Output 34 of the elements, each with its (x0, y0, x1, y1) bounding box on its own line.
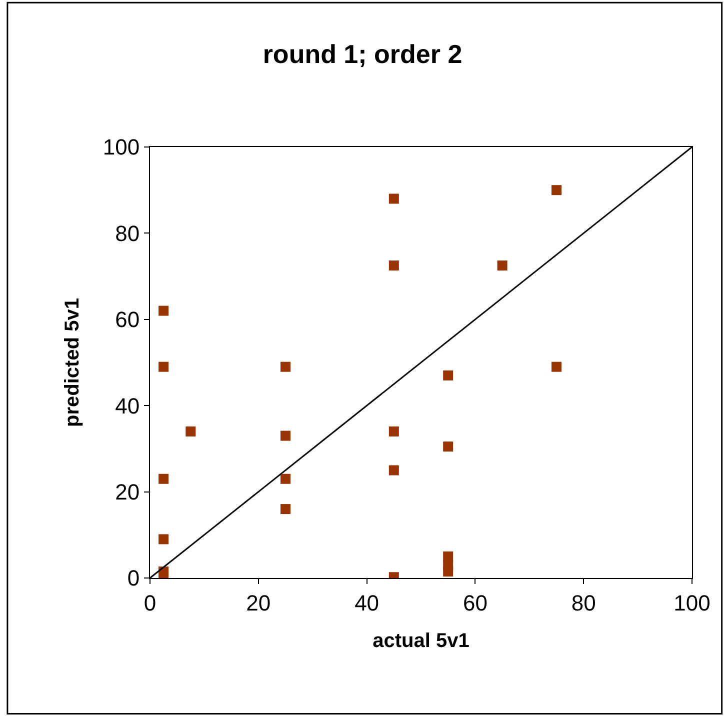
point (443, 442, 454, 452)
point (158, 306, 169, 316)
point (280, 504, 290, 514)
point (443, 370, 454, 380)
x-tick-label: 60 (462, 590, 488, 616)
point (158, 534, 169, 544)
point (158, 362, 169, 372)
y-tick-label: 60 (115, 307, 140, 332)
chart-title: round 1; order 2 (262, 38, 462, 69)
x-axis-title: actual 5v1 (372, 630, 470, 652)
x-tick-label: 80 (571, 590, 596, 616)
x-tick-label: 0 (144, 590, 156, 616)
x-tick-label: 20 (246, 590, 271, 616)
y-tick-label: 0 (127, 566, 140, 591)
y-axis-title: predicted 5v1 (61, 298, 84, 427)
y-tick-label: 40 (115, 393, 140, 418)
point (186, 426, 196, 436)
point (388, 194, 399, 204)
point (388, 260, 399, 271)
y-tick-label: 80 (115, 220, 140, 246)
point (158, 474, 169, 484)
x-tick-label: 40 (354, 590, 380, 616)
point (552, 185, 562, 196)
point (280, 362, 290, 372)
y-tick-label: 20 (115, 480, 140, 504)
point (388, 426, 399, 436)
point (443, 566, 454, 577)
point (552, 362, 562, 372)
point (497, 260, 508, 271)
x-tick-label: 100 (674, 590, 710, 616)
y-tick-label: 100 (102, 134, 140, 160)
point (388, 465, 399, 476)
point (280, 430, 290, 441)
point (280, 474, 290, 484)
